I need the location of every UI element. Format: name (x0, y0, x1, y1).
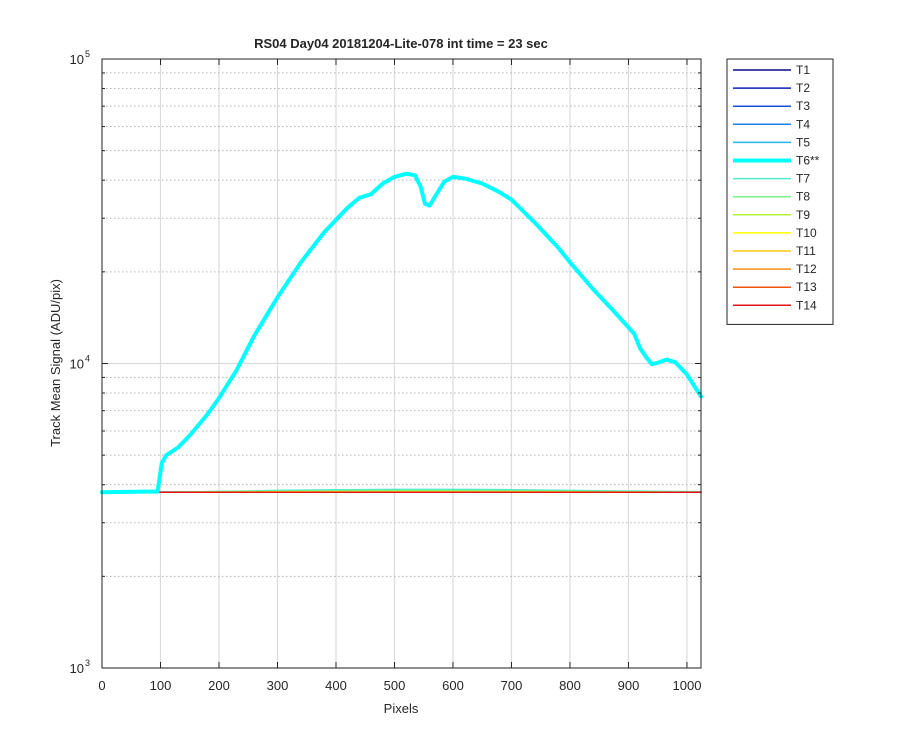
x-tick-label: 500 (384, 678, 406, 693)
x-tick-label: 600 (442, 678, 464, 693)
y-tick-exponent: 3 (85, 658, 90, 668)
x-tick-label: 0 (98, 678, 105, 693)
x-tick-label: 400 (325, 678, 347, 693)
legend-label: T11 (796, 244, 816, 258)
y-tick-label: 10 (70, 661, 84, 676)
legend-label: T9 (796, 208, 810, 222)
legend-label: T1 (796, 63, 810, 77)
legend-label: T12 (796, 262, 817, 276)
y-tick-exponent: 5 (85, 49, 90, 59)
legend-label: T13 (796, 280, 817, 294)
legend: T1 T2 T3 T4 T5 T6** T7 T8 T9 T10 T11 T12 T13 T14 (726, 58, 834, 325)
y-tick-label: 10 (70, 52, 84, 67)
legend-label: T10 (796, 226, 817, 240)
grid (101, 59, 701, 669)
x-tick-label: 700 (501, 678, 523, 693)
x-axis-label: Pixels (384, 701, 419, 716)
legend-label: T3 (796, 99, 810, 113)
legend-label: T14 (796, 298, 817, 312)
legend-label: T5 (796, 135, 810, 149)
x-tick-label: 800 (559, 678, 581, 693)
x-tick-label: 100 (150, 678, 172, 693)
legend-label: T2 (796, 81, 810, 95)
legend-label: T8 (796, 190, 810, 204)
legend-label: T7 (796, 172, 810, 186)
legend-box (726, 58, 834, 325)
series-line-t6 (100, 171, 703, 495)
legend-label: T4 (796, 117, 810, 131)
plot-lines (100, 171, 703, 495)
y-tick-label: 10 (70, 357, 84, 372)
x-tick-label: 300 (267, 678, 289, 693)
legend-label: T6** (796, 154, 820, 168)
x-tick-label: 200 (208, 678, 230, 693)
y-axis-label: Track Mean Signal (ADU/pix) (48, 279, 63, 447)
chart-title: RS04 Day04 20181204-Lite-078 int time = … (254, 36, 548, 51)
x-tick-label: 1000 (673, 678, 702, 693)
x-tick-label: 900 (618, 678, 640, 693)
y-tick-exponent: 4 (85, 354, 90, 364)
